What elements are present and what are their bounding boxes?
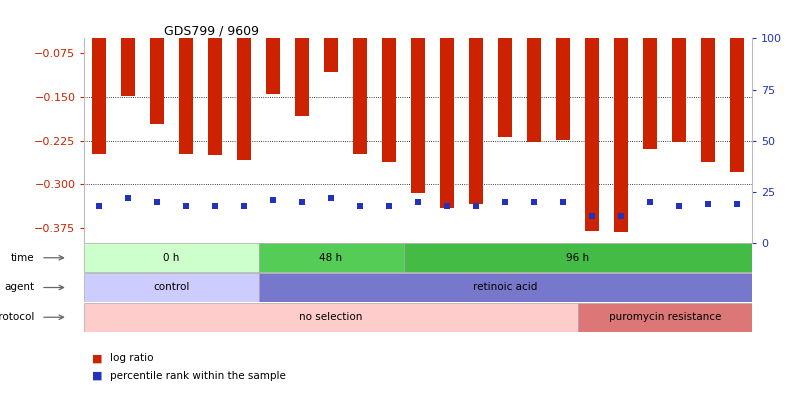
- Point: [730, 201, 743, 207]
- Bar: [259, 243, 403, 272]
- Text: 96 h: 96 h: [565, 253, 589, 263]
- Text: 0 h: 0 h: [163, 253, 179, 263]
- Text: retinoic acid: retinoic acid: [472, 283, 536, 292]
- Bar: [207, 9, 222, 155]
- Point: [179, 203, 192, 209]
- Bar: [555, 9, 569, 140]
- Point: [585, 213, 598, 220]
- Bar: [259, 273, 751, 302]
- Text: GDS799 / 9609: GDS799 / 9609: [165, 24, 259, 37]
- Text: no selection: no selection: [299, 312, 362, 322]
- Bar: [353, 9, 367, 154]
- Bar: [497, 9, 512, 136]
- Point: [208, 203, 221, 209]
- Point: [296, 199, 308, 205]
- Bar: [410, 9, 425, 193]
- Point: [701, 201, 714, 207]
- Bar: [700, 9, 715, 162]
- Point: [237, 203, 250, 209]
- Text: percentile rank within the sample: percentile rank within the sample: [110, 371, 286, 381]
- Bar: [585, 9, 599, 231]
- Bar: [381, 9, 396, 162]
- Bar: [266, 9, 280, 94]
- Bar: [403, 243, 751, 272]
- Bar: [613, 9, 628, 232]
- Point: [324, 195, 337, 201]
- Text: puromycin resistance: puromycin resistance: [608, 312, 720, 322]
- Text: log ratio: log ratio: [110, 354, 153, 363]
- Bar: [729, 9, 744, 172]
- Bar: [295, 9, 309, 115]
- Bar: [236, 9, 251, 160]
- Text: ■: ■: [92, 354, 103, 363]
- Point: [672, 203, 685, 209]
- Bar: [84, 243, 259, 272]
- Bar: [526, 9, 540, 143]
- Point: [382, 203, 395, 209]
- Bar: [642, 9, 657, 149]
- Point: [469, 203, 482, 209]
- Text: 48 h: 48 h: [319, 253, 342, 263]
- Point: [440, 203, 453, 209]
- Text: control: control: [153, 283, 190, 292]
- Bar: [120, 9, 135, 96]
- Point: [643, 199, 656, 205]
- Bar: [577, 303, 751, 332]
- Point: [121, 195, 134, 201]
- Text: agent: agent: [4, 283, 35, 292]
- Point: [353, 203, 366, 209]
- Text: ■: ■: [92, 371, 103, 381]
- Bar: [84, 273, 259, 302]
- Point: [614, 213, 627, 220]
- Point: [150, 199, 163, 205]
- Bar: [92, 9, 106, 154]
- Point: [267, 197, 279, 203]
- Bar: [468, 9, 483, 204]
- Bar: [178, 9, 193, 154]
- Point: [556, 199, 569, 205]
- Point: [498, 199, 511, 205]
- Bar: [84, 303, 577, 332]
- Bar: [439, 9, 454, 208]
- Bar: [324, 9, 338, 72]
- Text: time: time: [10, 253, 35, 263]
- Bar: [671, 9, 686, 143]
- Point: [92, 203, 105, 209]
- Text: growth protocol: growth protocol: [0, 312, 35, 322]
- Point: [411, 199, 424, 205]
- Point: [527, 199, 540, 205]
- Bar: [149, 9, 164, 124]
